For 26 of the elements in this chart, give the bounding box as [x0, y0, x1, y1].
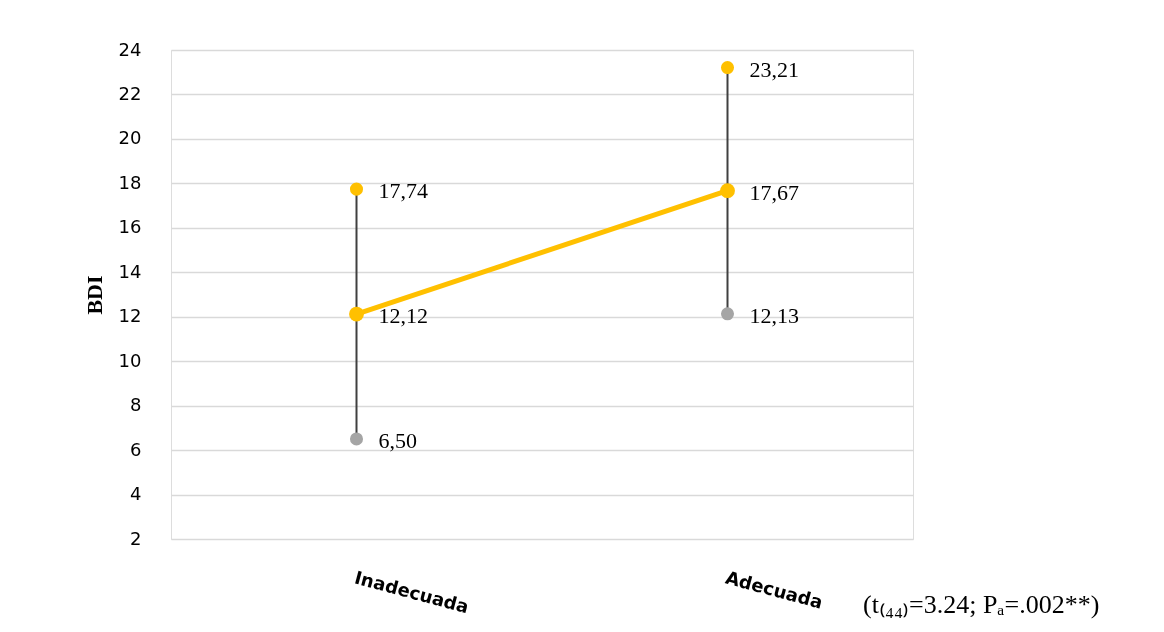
y-tick-label: 12 [118, 305, 142, 327]
point [720, 61, 735, 75]
data-label: 17,74 [378, 178, 428, 204]
data-label: 17,67 [749, 179, 799, 205]
point [349, 432, 364, 446]
y-tick-label: 14 [118, 260, 142, 282]
y-axis-title: BDI [81, 275, 107, 315]
y-tick-label: 10 [118, 349, 142, 371]
data-label: 23,21 [749, 56, 799, 82]
data-label: 12,12 [378, 303, 428, 329]
y-tick-label: 18 [118, 171, 142, 193]
y-tick-label: 22 [118, 82, 142, 104]
y-tick-label: 4 [130, 483, 142, 505]
y-tick-label: 16 [118, 216, 142, 238]
point [349, 182, 364, 196]
y-tick-label: 8 [130, 394, 142, 416]
data-label: 6,50 [378, 427, 417, 453]
y-tick-label: 24 [118, 38, 142, 60]
y-tick-label: 2 [130, 527, 142, 549]
text: (t₍₄₄₎=3.24; Pₐ=.002**) [863, 590, 1100, 619]
y-tick-label: 6 [130, 438, 142, 460]
point [349, 306, 364, 322]
point [720, 183, 735, 199]
point [720, 307, 735, 321]
data-label: 12,13 [749, 302, 799, 328]
y-tick-label: 20 [118, 127, 142, 149]
